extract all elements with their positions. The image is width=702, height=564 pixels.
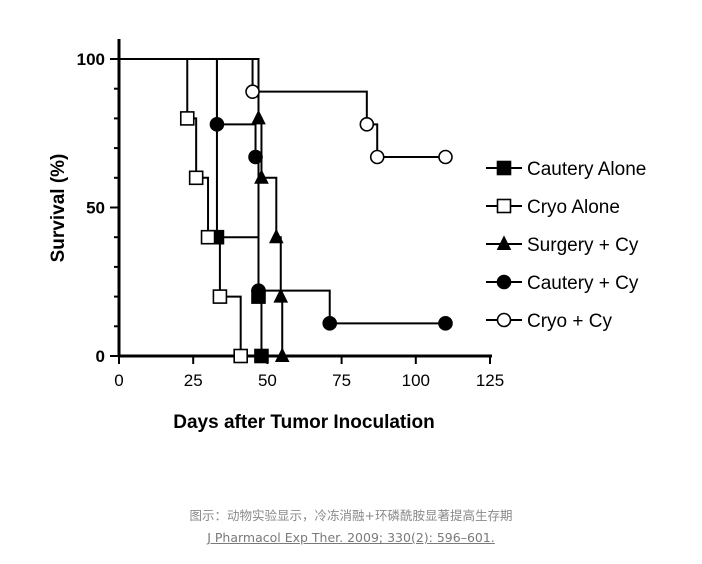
step-line [119,58,446,325]
data-point-filled-circle [209,117,225,132]
x-tick-label: 75 [332,371,351,390]
data-point-filled-square [254,348,269,364]
step-line [119,58,242,356]
data-point-filled-triangle [496,235,512,250]
legend-item: Cryo Alone [486,197,620,218]
figure-caption: 图示：动物实验显示，冷冻消融+环磷酰胺显著提高生存期 [189,508,513,523]
data-point-filled-triangle [268,228,284,244]
survival-chart: 0 25 50 75 100 125 0 50 100 Cautery Alone Cryo Al… [48,39,646,433]
series-cautery-cy [119,58,453,331]
series-surgery-cy [119,58,290,362]
legend-label: Cautery Alone [527,159,646,180]
x-tick-label: 100 [402,371,430,390]
x-tick-label: 25 [184,371,203,390]
data-point-open-circle [438,149,453,165]
legend-label: Surgery + Cy [527,235,639,256]
x-axis-label: Days after Tumor Inoculation [173,412,434,433]
data-point-filled-triangle [251,109,266,125]
legend: Cautery Alone Cryo Alone Surgery + Cy Caute… [486,159,646,332]
data-point-open-circle [369,149,385,165]
data-point-open-square [233,348,248,364]
y-tick-label: 0 [96,347,105,366]
data-point-open-circle [245,84,260,99]
series-cryo-cy [119,58,453,165]
citation-link[interactable]: J Pharmacol Exp Ther. 2009; 330(2): 596–… [207,530,495,545]
y-axis-label: Survival (%) [48,154,69,263]
legend-label: Cautery + Cy [527,273,639,294]
series-layer [119,58,453,364]
axes: 0 25 50 75 100 125 0 50 100 [77,39,504,390]
data-point-open-square [496,198,512,214]
data-point-filled-triangle [273,287,289,303]
legend-label: Cryo Alone [527,197,620,218]
series-cautery-alone [119,58,269,364]
legend-item: Cautery Alone [486,159,646,180]
step-line [119,58,446,159]
legend-item: Cryo + Cy [486,311,612,332]
y-tick-label: 50 [86,199,105,218]
data-point-filled-triangle [274,347,290,362]
data-point-open-square [179,111,195,126]
data-point-filled-circle [438,316,453,331]
data-point-open-square [212,289,228,304]
data-point-open-circle [359,117,375,132]
data-point-open-square [200,229,216,245]
data-point-open-square [188,170,204,186]
data-point-filled-circle [496,274,512,290]
legend-item: Cautery + Cy [486,273,639,294]
data-point-filled-circle [251,283,266,298]
x-tick-label: 50 [258,371,277,390]
series-cryo-alone [119,58,248,364]
data-point-filled-circle [248,149,263,165]
x-tick-label: 125 [476,371,504,390]
data-point-open-circle [496,312,512,328]
x-tick-label: 0 [114,371,123,390]
y-tick-label: 100 [77,50,105,69]
data-point-filled-square [496,160,512,176]
legend-label: Cryo + Cy [527,311,612,332]
data-point-filled-circle [322,316,338,331]
legend-item: Surgery + Cy [486,235,639,256]
